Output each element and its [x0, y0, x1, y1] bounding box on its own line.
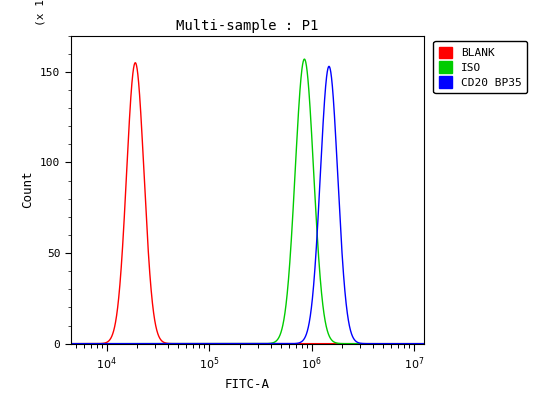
Y-axis label: Count: Count — [22, 171, 34, 208]
Line: CD20 BP35: CD20 BP35 — [71, 66, 424, 344]
CD20 BP35 — [108, 341, 114, 346]
ISO — [218, 341, 225, 346]
Line: ISO: ISO — [71, 59, 424, 344]
ISO — [108, 341, 114, 346]
CD20 BP35 — [376, 341, 382, 346]
ISO — [129, 341, 135, 346]
BLANK — [108, 335, 114, 340]
BLANK — [414, 341, 421, 346]
CD20 BP35 — [203, 341, 209, 346]
BLANK — [421, 341, 428, 346]
CD20 BP35 — [421, 341, 428, 346]
BLANK — [219, 341, 225, 346]
Legend: BLANK, ISO, CD20 BP35: BLANK, ISO, CD20 BP35 — [434, 41, 528, 93]
BLANK — [132, 60, 139, 65]
ISO — [414, 341, 421, 346]
ISO — [203, 341, 209, 346]
BLANK — [203, 341, 209, 346]
CD20 BP35 — [414, 341, 421, 346]
BLANK — [376, 341, 382, 346]
CD20 BP35 — [326, 64, 332, 69]
Title: Multi-sample : P1: Multi-sample : P1 — [176, 19, 319, 33]
BLANK — [129, 79, 135, 84]
ISO — [67, 341, 74, 346]
ISO — [421, 341, 428, 346]
CD20 BP35 — [218, 341, 225, 346]
CD20 BP35 — [67, 341, 74, 346]
ISO — [376, 341, 382, 346]
Line: BLANK: BLANK — [71, 63, 424, 344]
CD20 BP35 — [129, 341, 135, 346]
Text: (x 10¹): (x 10¹) — [35, 0, 45, 26]
BLANK — [67, 341, 74, 346]
X-axis label: FITC-A: FITC-A — [225, 378, 270, 391]
ISO — [301, 57, 308, 62]
